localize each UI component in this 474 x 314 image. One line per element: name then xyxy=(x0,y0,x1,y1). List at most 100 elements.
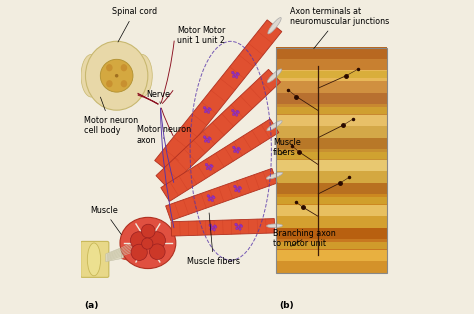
Polygon shape xyxy=(165,168,277,221)
Text: Muscle: Muscle xyxy=(90,206,121,235)
Circle shape xyxy=(204,136,206,139)
Ellipse shape xyxy=(100,59,133,92)
Circle shape xyxy=(234,74,237,76)
Circle shape xyxy=(207,111,210,114)
Circle shape xyxy=(206,164,208,166)
Circle shape xyxy=(208,137,210,139)
Circle shape xyxy=(208,166,210,168)
Bar xyxy=(276,69,387,81)
Circle shape xyxy=(234,112,237,114)
Ellipse shape xyxy=(266,172,283,179)
Text: Motor neuron
axon: Motor neuron axon xyxy=(137,125,191,145)
Circle shape xyxy=(235,223,237,226)
Circle shape xyxy=(211,226,214,229)
Circle shape xyxy=(212,195,214,198)
Circle shape xyxy=(208,198,210,201)
Polygon shape xyxy=(161,119,279,201)
Circle shape xyxy=(233,147,236,149)
Bar xyxy=(276,152,387,160)
Bar xyxy=(276,115,387,126)
Circle shape xyxy=(204,111,207,113)
Circle shape xyxy=(211,165,213,168)
Bar xyxy=(276,47,387,59)
Bar xyxy=(276,148,387,160)
Circle shape xyxy=(210,228,212,230)
Circle shape xyxy=(238,148,241,150)
Circle shape xyxy=(238,186,241,189)
Circle shape xyxy=(210,197,212,199)
Circle shape xyxy=(210,225,212,227)
Circle shape xyxy=(207,194,210,197)
Ellipse shape xyxy=(267,69,282,83)
Circle shape xyxy=(237,190,240,192)
Bar xyxy=(276,193,387,205)
Bar xyxy=(276,71,387,78)
Ellipse shape xyxy=(85,41,148,110)
Bar xyxy=(276,81,387,93)
Circle shape xyxy=(237,151,239,153)
Ellipse shape xyxy=(106,80,113,87)
Circle shape xyxy=(209,224,211,226)
Circle shape xyxy=(240,225,243,228)
Circle shape xyxy=(237,111,239,114)
Circle shape xyxy=(232,110,235,112)
Circle shape xyxy=(203,136,206,138)
Circle shape xyxy=(203,106,206,109)
Circle shape xyxy=(239,228,241,230)
Polygon shape xyxy=(155,20,282,172)
Circle shape xyxy=(231,109,234,112)
Ellipse shape xyxy=(87,243,100,276)
Circle shape xyxy=(148,232,165,249)
Circle shape xyxy=(235,224,238,226)
Bar xyxy=(276,171,387,183)
Circle shape xyxy=(206,109,208,111)
Ellipse shape xyxy=(268,18,281,34)
Circle shape xyxy=(237,226,240,228)
Bar xyxy=(276,182,387,194)
Bar xyxy=(276,137,387,149)
Circle shape xyxy=(141,224,155,238)
Ellipse shape xyxy=(120,217,176,268)
Bar xyxy=(276,242,387,249)
Polygon shape xyxy=(140,230,154,249)
Circle shape xyxy=(236,188,238,190)
FancyBboxPatch shape xyxy=(81,241,109,277)
Text: Motor neuron
cell body: Motor neuron cell body xyxy=(84,97,138,135)
Circle shape xyxy=(209,168,212,171)
Circle shape xyxy=(236,227,238,230)
Text: Nerve: Nerve xyxy=(146,90,170,104)
Circle shape xyxy=(131,244,147,261)
Bar xyxy=(276,238,387,250)
Circle shape xyxy=(232,113,235,116)
Circle shape xyxy=(142,238,153,249)
Bar xyxy=(276,160,387,171)
Text: Branching axon
to motor unit: Branching axon to motor unit xyxy=(273,229,336,248)
Bar xyxy=(276,58,387,70)
Ellipse shape xyxy=(81,54,102,97)
Circle shape xyxy=(213,196,215,199)
Ellipse shape xyxy=(266,224,283,228)
Circle shape xyxy=(208,107,210,110)
Text: Muscle
fibers: Muscle fibers xyxy=(273,138,301,157)
Circle shape xyxy=(204,140,207,142)
Circle shape xyxy=(236,114,238,116)
Circle shape xyxy=(209,138,211,140)
Circle shape xyxy=(213,229,215,231)
Text: (b): (b) xyxy=(279,301,294,310)
Text: Axon terminals at
neuromuscular junctions: Axon terminals at neuromuscular junction… xyxy=(290,7,390,49)
Polygon shape xyxy=(121,232,140,259)
Circle shape xyxy=(237,147,240,149)
Circle shape xyxy=(149,244,165,260)
Ellipse shape xyxy=(121,80,127,87)
Bar xyxy=(276,48,387,273)
Circle shape xyxy=(234,186,237,188)
Bar xyxy=(276,205,387,216)
Circle shape xyxy=(232,75,235,78)
Circle shape xyxy=(236,110,238,113)
Polygon shape xyxy=(171,219,275,236)
Circle shape xyxy=(236,72,238,75)
Circle shape xyxy=(208,195,210,198)
Circle shape xyxy=(233,150,236,153)
Circle shape xyxy=(214,225,216,227)
Bar xyxy=(276,103,387,115)
